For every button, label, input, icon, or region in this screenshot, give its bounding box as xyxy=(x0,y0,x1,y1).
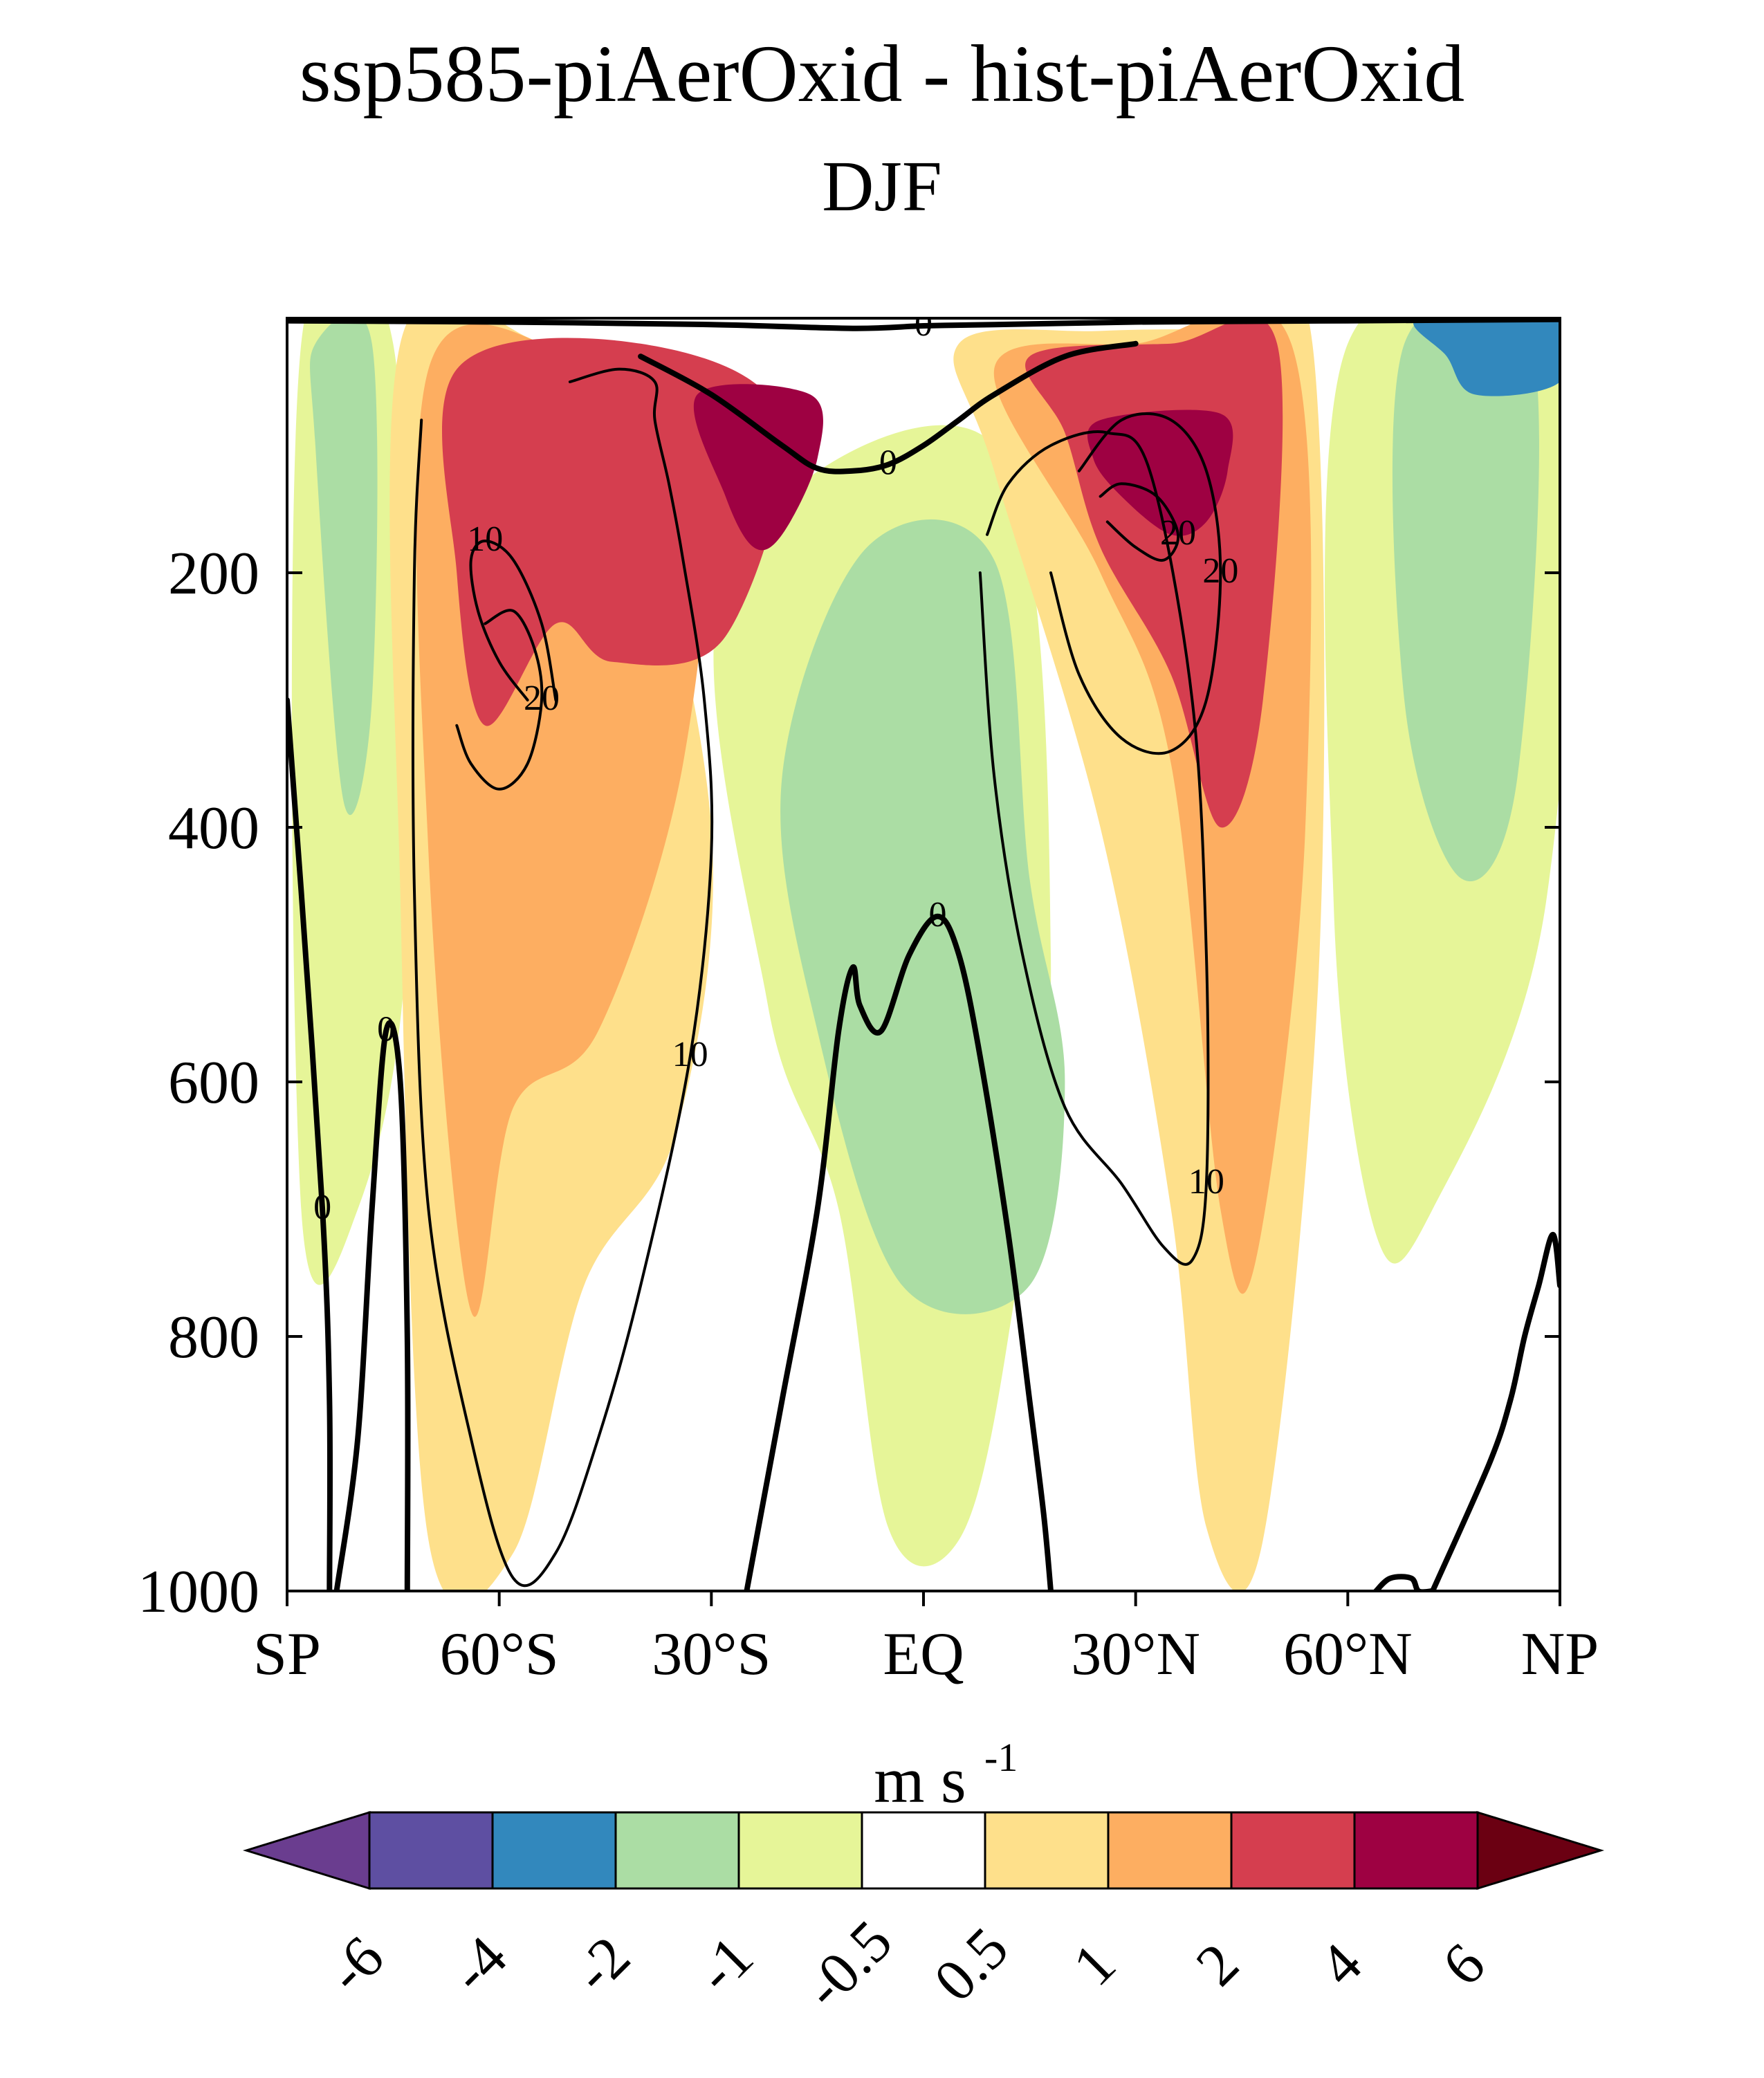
contour-label-9: 20 xyxy=(1202,551,1238,591)
x-tick-label-3: EQ xyxy=(883,1621,964,1688)
y-tick-label-3: 800 xyxy=(168,1304,259,1371)
colorbar-label-4: -0.5 xyxy=(791,1907,904,2021)
contour-line-9 xyxy=(1049,412,1222,755)
filled-region-14 xyxy=(1087,410,1233,536)
x-tick-label-1: 60°S xyxy=(440,1621,559,1688)
contour-label-0: 0 xyxy=(313,1188,331,1227)
colorbar-box-5 xyxy=(984,1811,1110,1890)
colorbar: m s -1 -6 -4 -2 -1 -0.5 0.5 1 2 4 6 xyxy=(242,1735,1605,2021)
x-axis: SP 60°S 30°S EQ 30°N 60°N NP xyxy=(253,1591,1599,1688)
colorbar-box-8 xyxy=(1353,1811,1479,1890)
colorbar-under-triangle xyxy=(242,1810,371,1891)
filled-region-6 xyxy=(1413,318,1560,396)
x-tick-label-2: 30°S xyxy=(652,1621,771,1688)
y-tick-label-1: 400 xyxy=(168,795,259,862)
chart-subtitle: DJF xyxy=(822,147,942,226)
colorbar-box-6 xyxy=(1107,1811,1233,1890)
colorbar-box-2 xyxy=(614,1811,740,1890)
colorbar-label-3: -1 xyxy=(683,1923,766,2005)
colorbar-over-triangle xyxy=(1476,1810,1605,1891)
y-tick-label-0: 200 xyxy=(168,540,259,607)
contour-label-1: 0 xyxy=(377,1009,395,1049)
contour-label-10: 20 xyxy=(1160,513,1196,553)
filled-contours xyxy=(291,318,1560,1591)
contour-line-1 xyxy=(333,1020,411,1591)
x-tick-label-5: 60°N xyxy=(1283,1621,1413,1688)
contour-line-7 xyxy=(455,609,544,791)
contour-line-12 xyxy=(1373,1574,1435,1591)
contour-line-4 xyxy=(638,340,1139,475)
colorbar-label-6: 1 xyxy=(1060,1930,1128,1998)
contour-line-8 xyxy=(978,430,1210,1266)
contour-line-6 xyxy=(469,540,558,701)
colorbar-label-2: -2 xyxy=(560,1923,643,2005)
chart-title: ssp585-piAerOxid - hist-piAerOxid xyxy=(299,28,1465,119)
x-tick-label-6: NP xyxy=(1521,1621,1599,1688)
contour-line-3 xyxy=(287,318,1560,331)
colorbar-box-3 xyxy=(737,1811,863,1890)
filled-region-3 xyxy=(780,519,1065,1314)
filled-region-10 xyxy=(693,384,823,551)
colorbar-label-7: 2 xyxy=(1183,1930,1251,1998)
contour-label-7: 20 xyxy=(524,679,560,718)
colorbar-units-exponent: -1 xyxy=(984,1735,1018,1780)
y-tick-label-4: 1000 xyxy=(138,1558,259,1626)
y-tick-label-2: 600 xyxy=(168,1049,259,1116)
contour-label-3: 0 xyxy=(915,304,932,344)
contour-line-10 xyxy=(1099,482,1180,562)
contour-label-2: 0 xyxy=(928,895,946,935)
filled-region-5 xyxy=(1392,318,1539,881)
colorbar-label-1: -4 xyxy=(437,1923,520,2005)
contour-label-4: 0 xyxy=(879,443,897,483)
colorbar-box-0 xyxy=(368,1811,494,1890)
contour-line-11 xyxy=(1430,1231,1560,1591)
contour-label-5: 10 xyxy=(672,1035,708,1074)
colorbar-box-7 xyxy=(1230,1811,1356,1890)
colorbar-units: m s xyxy=(874,1745,966,1817)
colorbar-box-4 xyxy=(861,1811,986,1890)
contour-label-8: 10 xyxy=(1188,1162,1224,1202)
colorbar-label-9: 6 xyxy=(1429,1930,1497,1998)
x-tick-label-0: SP xyxy=(253,1621,321,1688)
colorbar-label-0: -6 xyxy=(314,1923,396,2005)
filled-region-1 xyxy=(310,318,378,815)
colorbar-label-5: 0.5 xyxy=(921,1915,1021,2014)
colorbar-box-1 xyxy=(491,1811,617,1890)
x-tick-label-4: 30°N xyxy=(1071,1621,1200,1688)
contour-label-6: 10 xyxy=(467,520,503,559)
contour-line-2 xyxy=(744,913,1054,1591)
contour-line-5 xyxy=(412,367,714,1588)
colorbar-label-8: 4 xyxy=(1306,1930,1374,1998)
